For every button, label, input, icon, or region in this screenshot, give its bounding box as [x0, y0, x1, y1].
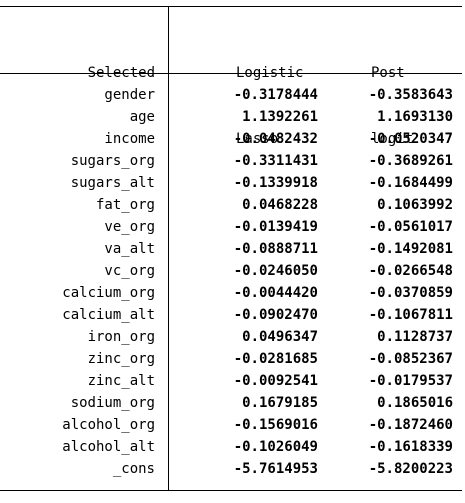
row-label: calcium_org: [62, 285, 155, 301]
logistic-lasso-value: -0.0281685: [233, 351, 318, 367]
post-logit-value: -0.1618339: [368, 439, 453, 455]
logistic-lasso-value: 0.1679185: [242, 395, 318, 411]
table-body: gender -0.3178444 -0.3583643 age 1.1392261 1.…: [0, 84, 462, 480]
post-logit-value: -0.0179537: [368, 373, 453, 389]
table-row: income -0.0482432 -0.0520347: [0, 128, 462, 150]
post-logit-value: 0.1063992: [377, 197, 453, 213]
header-selected: Selected: [0, 18, 155, 128]
row-label: calcium_alt: [62, 307, 155, 323]
row-label: vc_org: [104, 263, 155, 279]
post-logit-value: 0.1865016: [377, 395, 453, 411]
post-logit-value: -0.3583643: [368, 87, 453, 103]
post-logit-value: 1.1693130: [377, 109, 453, 125]
row-label: age: [129, 109, 155, 125]
table-row: iron_org 0.0496347 0.1128737: [0, 326, 462, 348]
row-label: zinc_org: [87, 351, 155, 367]
table-row: va_alt -0.0888711 -0.1492081: [0, 238, 462, 260]
logistic-lasso-value: -0.0888711: [233, 241, 318, 257]
row-label: zinc_alt: [87, 373, 155, 389]
post-logit-value: 0.1128737: [377, 329, 453, 345]
table-row: _cons -5.7614953 -5.8200223: [0, 458, 462, 480]
logistic-lasso-value: -0.0246050: [233, 263, 318, 279]
logistic-lasso-value: -0.3178444: [233, 87, 318, 103]
logistic-lasso-value: -0.1569016: [233, 417, 318, 433]
table-row: fat_org 0.0468228 0.1063992: [0, 194, 462, 216]
logistic-lasso-value: 1.1392261: [242, 109, 318, 125]
post-logit-value: -0.3689261: [368, 153, 453, 169]
post-logit-value: -0.1492081: [368, 241, 453, 257]
row-label: ve_org: [104, 219, 155, 235]
logistic-lasso-value: -0.1026049: [233, 439, 318, 455]
logistic-lasso-value: 0.0468228: [242, 197, 318, 213]
table-row: calcium_alt -0.0902470 -0.1067811: [0, 304, 462, 326]
post-logit-value: -0.0561017: [368, 219, 453, 235]
table-row: alcohol_org -0.1569016 -0.1872460: [0, 414, 462, 436]
row-label: sodium_org: [70, 395, 155, 411]
table-row: zinc_org -0.0281685 -0.0852367: [0, 348, 462, 370]
logistic-lasso-value: -0.0044420: [233, 285, 318, 301]
post-logit-value: -0.0852367: [368, 351, 453, 367]
logistic-lasso-value: -0.0139419: [233, 219, 318, 235]
logistic-lasso-value: -0.0902470: [233, 307, 318, 323]
post-logit-value: -0.0370859: [368, 285, 453, 301]
row-label: va_alt: [104, 241, 155, 257]
header-logistic-lasso: Logistic Lasso: [236, 18, 303, 194]
row-label: alcohol_org: [62, 417, 155, 433]
post-logit-value: -0.1684499: [368, 175, 453, 191]
row-label: iron_org: [87, 329, 155, 345]
table-row: ve_org -0.0139419 -0.0561017: [0, 216, 462, 238]
row-label: alcohol_alt: [62, 439, 155, 455]
row-label: fat_org: [95, 197, 155, 213]
row-label: sugars_alt: [70, 175, 155, 191]
post-logit-value: -5.8200223: [368, 461, 453, 477]
table-top-rule: [0, 6, 462, 7]
logistic-lasso-value: -0.3311431: [233, 153, 318, 169]
header-col1-line1: Logistic: [236, 65, 304, 81]
header-col2-line2: logit: [371, 131, 414, 147]
header-post-logit: Post logit: [371, 18, 413, 194]
table-row: sugars_alt -0.1339918 -0.1684499: [0, 172, 462, 194]
table-bottom-rule: [0, 490, 462, 491]
post-logit-value: -0.0266548: [368, 263, 453, 279]
table-row: sugars_org -0.3311431 -0.3689261: [0, 150, 462, 172]
logistic-lasso-value: -0.0092541: [233, 373, 318, 389]
logistic-lasso-value: 0.0496347: [242, 329, 318, 345]
post-logit-value: -0.1067811: [368, 307, 453, 323]
post-logit-value: -0.1872460: [368, 417, 453, 433]
header-col1-line2: Lasso: [236, 131, 279, 147]
table-row: alcohol_alt -0.1026049 -0.1618339: [0, 436, 462, 458]
logistic-lasso-value: -0.0482432: [233, 131, 318, 147]
logistic-lasso-value: -0.1339918: [233, 175, 318, 191]
post-logit-value: -0.0520347: [368, 131, 453, 147]
logistic-lasso-value: -5.7614953: [233, 461, 318, 477]
row-label: sugars_org: [70, 153, 155, 169]
table-row: age 1.1392261 1.1693130: [0, 106, 462, 128]
header-col2-line1: Post: [371, 65, 405, 81]
header-selected-label: Selected: [87, 65, 155, 81]
table-row: gender -0.3178444 -0.3583643: [0, 84, 462, 106]
row-label: _cons: [112, 461, 155, 477]
header-separator-rule: [0, 73, 462, 74]
table-row: vc_org -0.0246050 -0.0266548: [0, 260, 462, 282]
row-label: income: [104, 131, 155, 147]
column-separator-rule: [168, 6, 169, 491]
table-row: calcium_org -0.0044420 -0.0370859: [0, 282, 462, 304]
row-label: gender: [104, 87, 155, 103]
table-row: zinc_alt -0.0092541 -0.0179537: [0, 370, 462, 392]
table-row: sodium_org 0.1679185 0.1865016: [0, 392, 462, 414]
